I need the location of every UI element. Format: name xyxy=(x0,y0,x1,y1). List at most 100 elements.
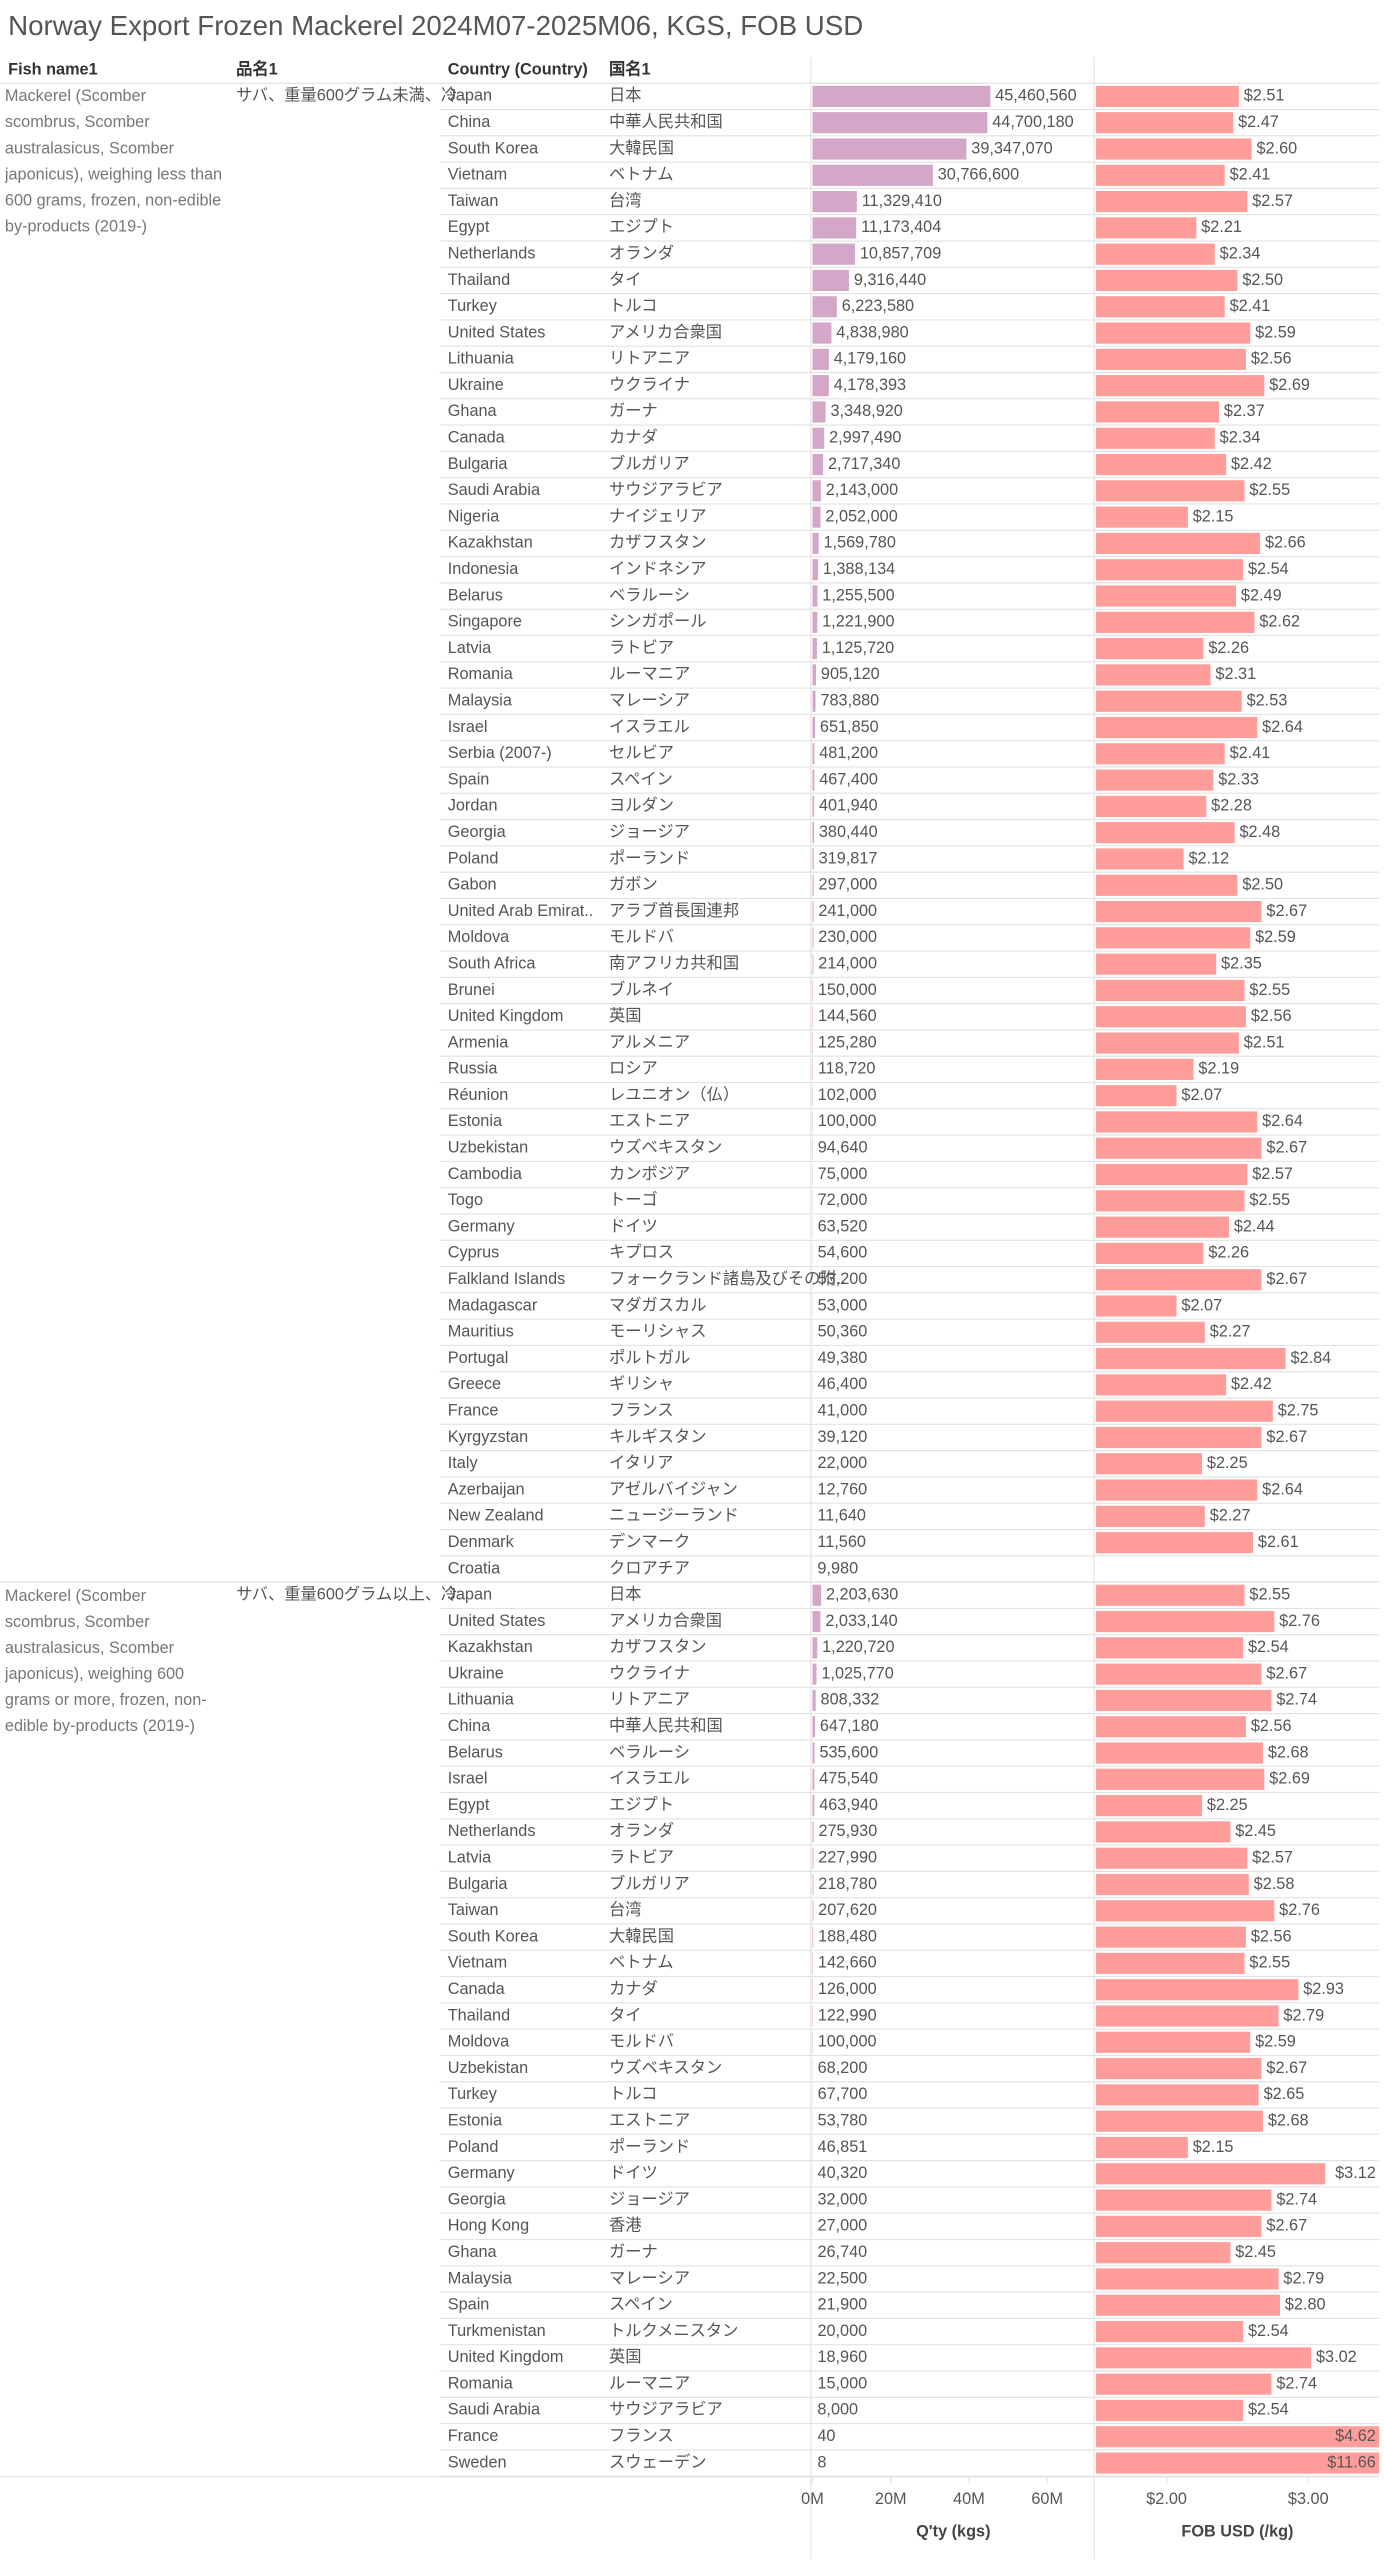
qty-bar xyxy=(812,1006,814,1028)
value-label: 39,120 xyxy=(818,1428,868,1446)
value-label: 22,500 xyxy=(817,2269,867,2287)
country: Uzbekistan xyxy=(448,1139,528,1157)
country-ja: アルメニア xyxy=(609,1033,690,1051)
country-ja: セルビア xyxy=(609,744,674,762)
hinmei: サバ、重量600グラム以上、冷.. xyxy=(236,1586,466,1604)
country: Taiwan xyxy=(448,192,499,210)
country-ja: タイ xyxy=(609,271,642,289)
fob-bar xyxy=(1095,1163,1248,1186)
value-label: $2.34 xyxy=(1220,429,1261,447)
fob-bar xyxy=(1095,243,1215,265)
value-label: $2.67 xyxy=(1266,1428,1307,1446)
value-label: $2.66 xyxy=(1265,534,1306,552)
value-label: 46,400 xyxy=(818,1375,868,1393)
fob-bar xyxy=(1095,401,1220,423)
value-label: $11.66 xyxy=(1327,2453,1376,2471)
value-label: $2.25 xyxy=(1207,1796,1248,1814)
fob-bar xyxy=(1095,611,1255,633)
fob-bar xyxy=(1095,1269,1262,1291)
country: Greece xyxy=(448,1375,501,1393)
value-label: $2.53 xyxy=(1247,692,1288,710)
value-label: 53,780 xyxy=(818,2111,868,2129)
fob-bar xyxy=(1095,1689,1272,1712)
qty-bar xyxy=(812,112,988,134)
fob-bar xyxy=(1095,322,1251,344)
fob-bar xyxy=(1095,217,1197,239)
country-ja: 中華人民共和国 xyxy=(609,1717,723,1735)
country-ja: ブルガリア xyxy=(609,454,690,473)
qty-bar xyxy=(812,874,814,896)
value-label: $2.50 xyxy=(1242,876,1283,894)
value-label: $2.67 xyxy=(1266,1664,1307,1682)
qty-bar xyxy=(812,190,857,213)
country: Indonesia xyxy=(448,560,519,578)
value-label: 27,000 xyxy=(817,2217,867,2235)
country: United States xyxy=(448,323,546,341)
country-ja: フランス xyxy=(609,1401,674,1419)
country: Estonia xyxy=(448,1112,503,1130)
qty-bar xyxy=(812,638,817,660)
country-ja: トルコ xyxy=(609,297,657,315)
country: Japan xyxy=(448,87,492,105)
value-label: 227,990 xyxy=(818,1849,877,1867)
fob-bar xyxy=(1095,769,1214,791)
x-tick-label: 0M xyxy=(801,2490,824,2508)
fob-bar xyxy=(1095,2242,1231,2264)
fob-bar xyxy=(1095,1768,1265,1790)
country: Thailand xyxy=(448,271,510,289)
value-label: $2.41 xyxy=(1230,166,1271,184)
country-ja: エジプト xyxy=(609,218,674,236)
fish-name-text: Mackerel (Scomber scombrus, Scomber aust… xyxy=(4,1586,207,1736)
country: Madagascar xyxy=(448,1296,538,1314)
fob-bar xyxy=(1095,1505,1205,1527)
value-label: 218,780 xyxy=(818,1875,877,1893)
country: Ghana xyxy=(448,2243,498,2261)
qty-bar xyxy=(812,164,933,186)
country: Spain xyxy=(448,2296,490,2314)
country: Denmark xyxy=(448,1533,515,1551)
qty-bar xyxy=(812,822,814,844)
fob-bar xyxy=(1095,2426,1380,2448)
country-ja: 英国 xyxy=(609,1007,642,1025)
country: Croatia xyxy=(448,1559,501,1577)
fob-bar xyxy=(1095,2084,1259,2106)
value-label: $2.67 xyxy=(1266,2217,1307,2235)
value-label: $2.57 xyxy=(1252,1849,1293,1867)
fob-bar xyxy=(1095,427,1215,449)
qty-bar xyxy=(812,1952,814,1974)
country-ja: 香港 xyxy=(609,2217,642,2235)
value-label: $2.15 xyxy=(1193,507,1234,525)
value-label: 8,000 xyxy=(817,2401,858,2419)
country: Latvia xyxy=(448,639,492,657)
value-label: $2.50 xyxy=(1242,271,1283,289)
value-label: $2.21 xyxy=(1201,218,1242,236)
country: Azerbaijan xyxy=(448,1480,525,1498)
fob-bar xyxy=(1095,1900,1275,1922)
value-label: 275,930 xyxy=(818,1822,877,1840)
fob-bar xyxy=(1095,848,1184,870)
value-label: $2.55 xyxy=(1249,1586,1290,1604)
qty-bar xyxy=(812,1663,817,1685)
value-label: 230,000 xyxy=(818,928,877,946)
value-label: $2.84 xyxy=(1291,1349,1332,1367)
fob-bar xyxy=(1095,1216,1229,1238)
country-ja: ドイツ xyxy=(609,1217,658,1235)
country-ja: フランス xyxy=(609,2427,674,2445)
value-label: $2.54 xyxy=(1248,2401,1289,2419)
value-label: $2.45 xyxy=(1235,1822,1276,1840)
value-label: 3,348,920 xyxy=(830,402,902,420)
fob-bar xyxy=(1095,1453,1203,1475)
value-label: 380,440 xyxy=(819,823,878,841)
fob-bar xyxy=(1095,480,1245,502)
country: Ghana xyxy=(448,402,498,420)
value-label: 142,660 xyxy=(818,1954,877,1972)
country: Poland xyxy=(448,849,499,867)
fob-bar xyxy=(1095,348,1246,370)
country-ja: ウズベキスタン xyxy=(609,1139,722,1157)
fob-bar xyxy=(1095,2031,1251,2053)
country-ja: エストニア xyxy=(609,2111,690,2129)
value-label: $2.67 xyxy=(1266,2059,1307,2077)
country: Cyprus xyxy=(448,1244,500,1262)
value-label: 647,180 xyxy=(820,1717,879,1735)
